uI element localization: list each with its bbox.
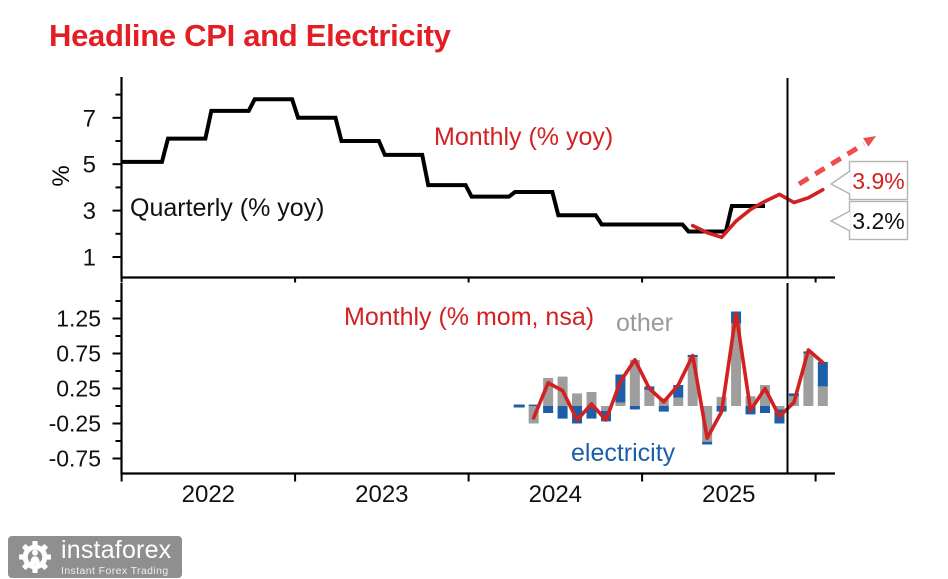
x-year-label: 2024 (529, 481, 582, 508)
x-year-label: 2022 (182, 481, 235, 508)
electricity-bar-segment (760, 406, 770, 413)
logo-text: instaforex Instant Forex Trading (61, 538, 171, 577)
monthly-callout: 3.9% (831, 162, 908, 200)
electricity-bar-segment (659, 406, 669, 412)
electricity-bar-segment (558, 406, 568, 419)
quarterly-callout-value: 3.2% (852, 208, 904, 234)
bottom-y-tick-label: 0.25 (56, 376, 101, 402)
quarterly-series-label: Quarterly (% yoy) (130, 194, 324, 222)
monthly-yoy-series-label: Monthly (% yoy) (434, 123, 613, 151)
logo-tagline: Instant Forex Trading (61, 566, 171, 577)
x-year-label: 2025 (702, 481, 755, 508)
other-bar-segment (818, 386, 828, 406)
quarterly-callout: 3.2% (831, 202, 908, 240)
bottom-y-tick-label: -0.25 (49, 411, 101, 437)
instaforex-logo: instaforex Instant Forex Trading (8, 536, 182, 578)
top-y-tick-label: 7 (83, 105, 96, 132)
forecast-arrow-head-icon (863, 136, 876, 147)
electricity-bar-segment (630, 406, 640, 410)
other-bar-segment (572, 393, 582, 406)
x-year-label: 2023 (355, 481, 408, 508)
monthly-mom-series-label: Monthly (% mom, nsa) (344, 303, 594, 331)
electricity-bar-segment (543, 406, 553, 413)
other-bar-segment (615, 403, 625, 407)
electricity-zero-dash (514, 405, 525, 408)
other-series-label: other (616, 309, 673, 337)
cpi-electricity-chart: 1 3 5 7 1.25 0.75 0.25 -0.25 -0.75 2022 2023 2024 20… (0, 0, 948, 579)
other-bar-segment (673, 398, 683, 406)
bottom-y-tick-label: 0.75 (56, 341, 101, 367)
monthly-callout-value: 3.9% (852, 168, 904, 194)
series-layer (122, 99, 828, 444)
electricity-bar-segment (702, 442, 712, 445)
quarterly-callout-pointer-icon (831, 211, 850, 231)
top-y-tick-label: 3 (83, 198, 96, 225)
chart-page: Headline CPI and Electricity 13571.250.7… (0, 0, 948, 579)
top-y-tick-label: 5 (83, 152, 96, 179)
electricity-bar-segment (818, 362, 828, 387)
logo-name: instaforex (61, 538, 171, 563)
electricity-series-label: electricity (571, 439, 676, 467)
top-y-tick-label: 1 (83, 245, 96, 272)
monthly-callout-pointer-icon (831, 171, 850, 194)
bottom-y-tick-label: -0.75 (49, 446, 101, 472)
bottom-y-tick-label: 1.25 (56, 306, 101, 332)
instaforex-gear-icon (16, 538, 54, 576)
y-axis-percent-label: % (48, 165, 75, 186)
top-panel-spines (122, 77, 836, 278)
